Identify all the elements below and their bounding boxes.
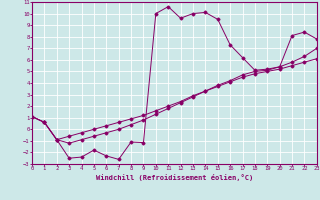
- X-axis label: Windchill (Refroidissement éolien,°C): Windchill (Refroidissement éolien,°C): [96, 174, 253, 181]
